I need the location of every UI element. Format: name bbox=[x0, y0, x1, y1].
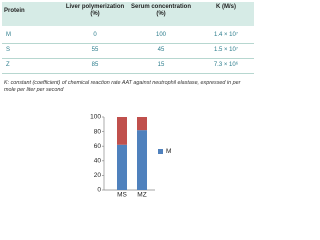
column-header: K (M/s) bbox=[216, 4, 236, 10]
table-cell: 1.4 × 10⁷ bbox=[213, 32, 239, 38]
table-cell: 0 bbox=[93, 32, 97, 38]
table-cell: M bbox=[6, 32, 11, 38]
x-tick-label: MZ bbox=[137, 192, 146, 197]
y-tick-label: 40 bbox=[94, 158, 102, 165]
bar-segment bbox=[137, 117, 147, 131]
y-tick-label: 20 bbox=[94, 172, 102, 179]
y-tick-label: 80 bbox=[94, 128, 102, 135]
legend-label: M bbox=[166, 148, 171, 155]
table-cell: Z bbox=[6, 62, 10, 68]
table-cell: 7.3 × 10⁶ bbox=[213, 62, 239, 68]
table-cell: 15 bbox=[157, 62, 165, 68]
footnote: K: constant (coefficient) of chemical re… bbox=[4, 80, 241, 93]
y-tick-label: 0 bbox=[97, 187, 101, 194]
page: Protein Liver polymerization (%) Serum con… bbox=[2, 2, 254, 197]
bar-segment bbox=[117, 117, 127, 145]
y-tick-label: 60 bbox=[94, 143, 102, 150]
table-cell: 55 bbox=[91, 47, 99, 53]
table-cell: 1.5 × 10⁷ bbox=[213, 47, 239, 53]
row-rule bbox=[2, 73, 254, 74]
table-cell: 85 bbox=[91, 62, 99, 68]
table-header-bg bbox=[2, 2, 254, 26]
bar-segment bbox=[137, 130, 147, 190]
column-header: Liver polymerization (%) bbox=[65, 4, 125, 17]
column-header: Serum concentration (%) bbox=[130, 4, 191, 17]
table-cell: 45 bbox=[157, 47, 165, 53]
column-header: Protein bbox=[4, 8, 25, 14]
y-tick-label: 100 bbox=[90, 114, 101, 121]
row-rule bbox=[2, 58, 254, 59]
table-cell: S bbox=[6, 47, 11, 53]
row-rule bbox=[2, 43, 254, 44]
chart: 0 20 40 60 80 100 MS MZ M bbox=[90, 114, 171, 197]
legend-swatch bbox=[158, 149, 163, 154]
table-cell: 100 bbox=[155, 32, 166, 38]
bar-segment bbox=[117, 144, 127, 190]
x-tick-label: MS bbox=[117, 192, 127, 197]
